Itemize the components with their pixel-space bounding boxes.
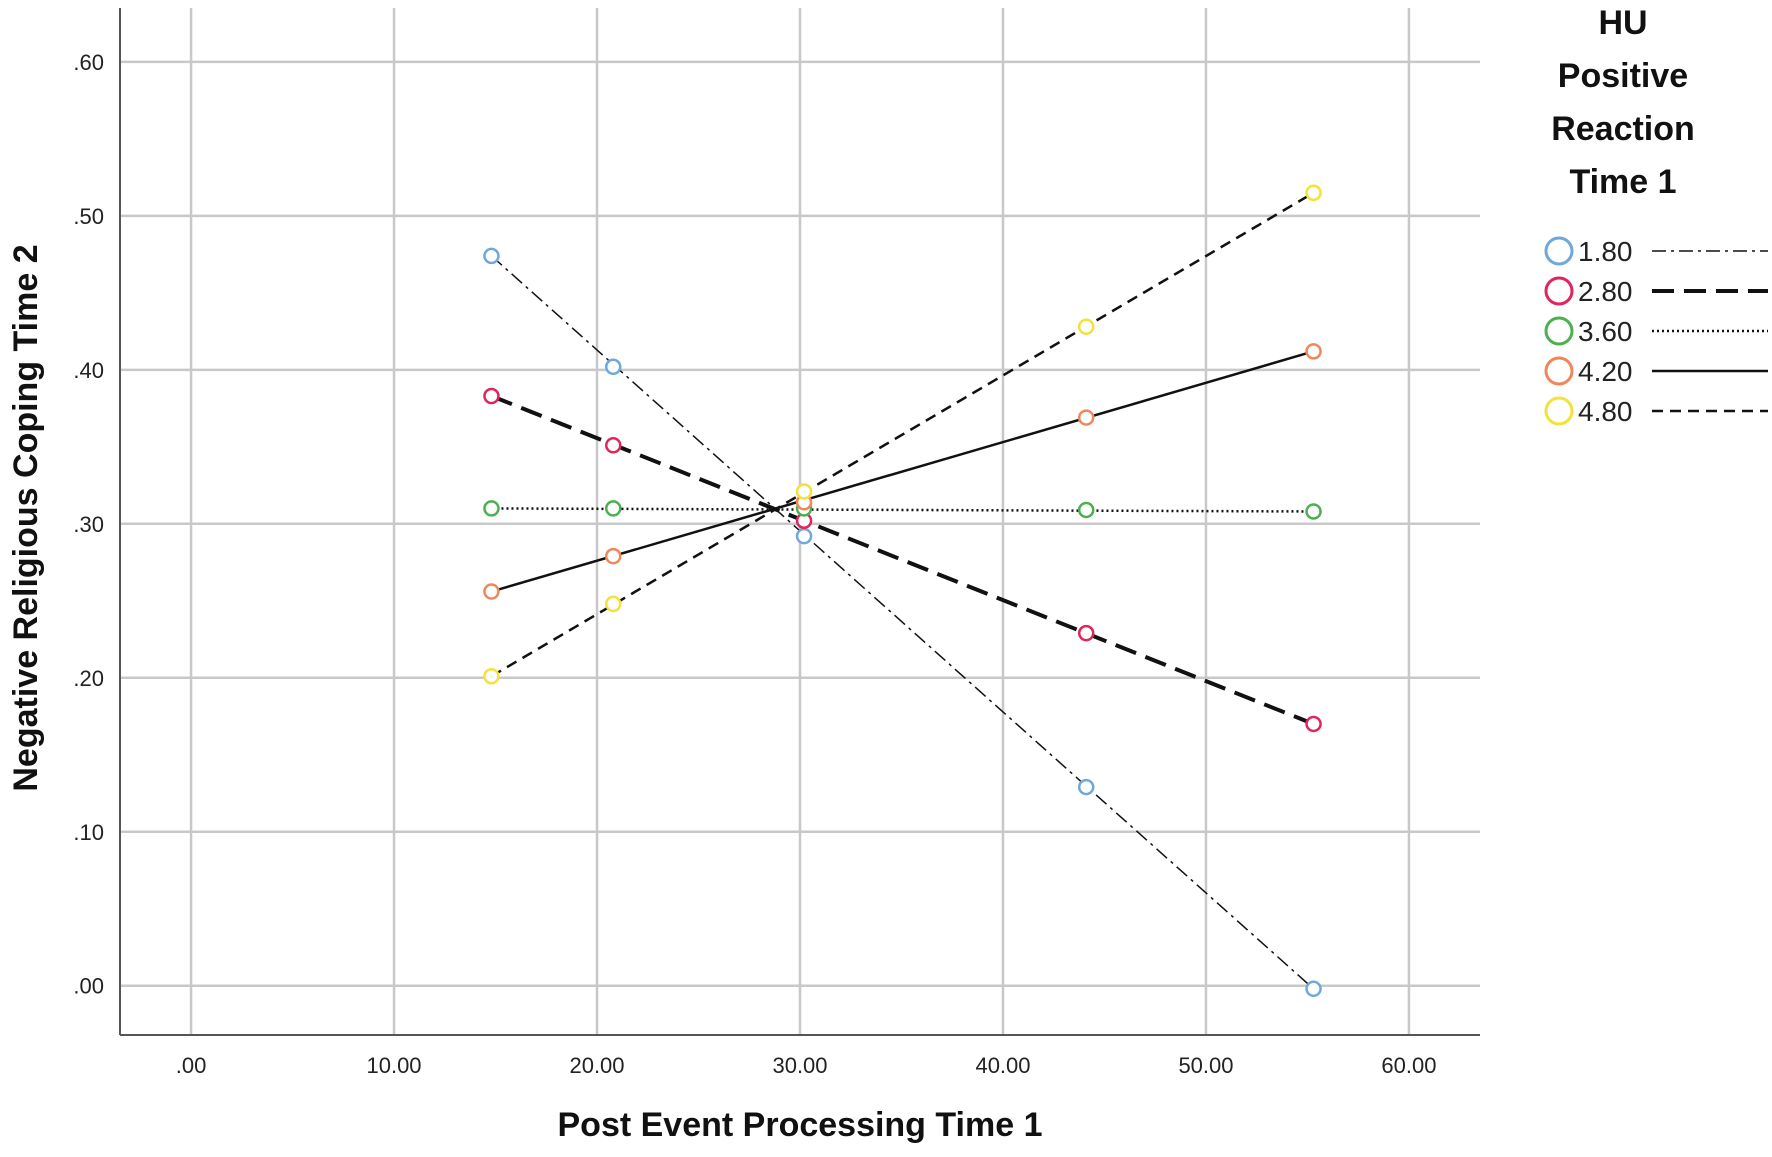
point-4.20-1 [605,547,622,565]
y-tick-label-1: .10 [73,820,104,845]
point-1.80-3 [1077,778,1095,796]
legend-label-4.20: 4.20 [1578,356,1633,387]
x-tick-label-6: 60.00 [1381,1053,1436,1078]
legend-label-3.60: 3.60 [1578,316,1633,347]
legend-marker-2.80 [1544,276,1574,306]
series-points [483,184,1322,998]
point-4.80-2 [795,483,813,500]
tick-labels: .00 10.00 20.00 30.00 40.00 50.00 60.00 .00 .10.… [73,50,1436,1078]
y-axis-title: Negative Religious Coping Time 2 [7,244,45,791]
point-2.80-3 [1077,624,1095,642]
y-tick-label-2: .20 [73,666,104,691]
legend-label-4.80: 4.80 [1578,396,1633,427]
point-3.60-4 [1305,503,1322,520]
point-4.80-4 [1305,184,1322,202]
y-tick-label-5: .50 [73,204,104,229]
axes-layer [119,8,1480,1036]
y-tick-label-6: .60 [73,50,104,75]
point-1.80-2 [795,527,813,545]
point-4.80-0 [483,667,500,685]
x-tick-label-3: 30.00 [772,1053,827,1078]
legend-title-line-3: Reaction [1551,110,1695,148]
series-line-4.20 [491,350,1314,593]
legend-marker-4.20 [1544,356,1574,386]
point-4.80-3 [1077,318,1095,335]
point-3.60-3 [1077,501,1095,519]
grid-layer [120,8,1480,1035]
series-line-3.60 [491,507,1314,513]
series-lines [490,191,1315,990]
point-1.80-0 [483,247,500,265]
point-1.80-4 [1305,980,1322,998]
y-tick-label-4: .40 [73,358,104,383]
legend-marker-3.60 [1544,316,1574,346]
legend-title-line-4: Time 1 [1569,163,1676,201]
legend-marker-4.80 [1544,396,1574,426]
legend-items: 1.80 2.80 3.60 4.20 4.80 [1544,236,1768,427]
point-2.80-4 [1305,715,1322,733]
x-tick-label-0: .00 [176,1053,207,1078]
x-tick-label-2: 20.00 [569,1053,624,1078]
legend-label-2.80: 2.80 [1578,276,1633,307]
legend-title-line-1: HU [1598,4,1647,42]
point-4.20-3 [1077,409,1095,426]
x-tick-label-5: 50.00 [1178,1053,1233,1078]
point-4.20-4 [1305,343,1322,360]
x-axis-title: Post Event Processing Time 1 [558,1106,1043,1144]
legend: HU Positive Reaction Time 1 1.80 2.80 3.60… [1544,4,1768,427]
legend-title-line-2: Positive [1558,57,1688,95]
point-3.60-1 [605,500,622,517]
point-4.20-0 [483,583,500,600]
point-2.80-0 [483,387,500,405]
x-tick-label-1: 10.00 [366,1053,421,1078]
y-tick-label-0: .00 [73,974,104,999]
y-tick-label-3: .30 [73,512,104,537]
point-3.60-0 [483,500,500,517]
x-tick-label-4: 40.00 [975,1053,1030,1078]
legend-marker-1.80 [1544,236,1574,266]
series-line-1.80 [490,255,1315,990]
series-line-4.80 [490,191,1315,678]
series-line-2.80 [490,394,1315,726]
point-2.80-1 [605,437,622,454]
point-1.80-1 [605,358,622,376]
point-4.80-1 [605,595,622,613]
legend-label-1.80: 1.80 [1578,236,1633,267]
